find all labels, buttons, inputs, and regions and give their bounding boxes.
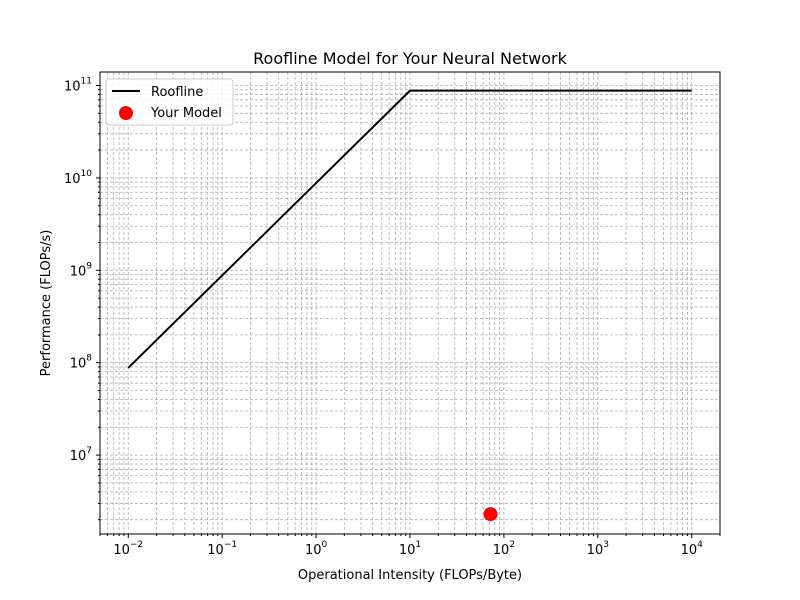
legend-roofline-label: Roofline (151, 85, 203, 100)
plot-frame (99, 71, 721, 535)
y-tick-label: 107 (70, 446, 92, 464)
legend: Roofline Your Model (105, 78, 234, 126)
y-tick-label: 109 (70, 261, 93, 279)
y-tick-label: 1010 (64, 169, 92, 187)
y-tick-label: 1011 (64, 77, 92, 95)
your-model-point (483, 507, 498, 522)
roofline-series-line (127, 89, 692, 369)
chart-title: Roofline Model for Your Neural Network (253, 49, 567, 68)
x-tick-label: 10−2 (113, 540, 143, 558)
legend-your-model-label: Your Model (150, 106, 222, 121)
axis-ticks: 10−2 10−1 100 101 102 103 104 107 108 109 1010 1011 (64, 77, 721, 558)
legend-your-model-swatch (119, 106, 133, 120)
y-tick-label: 108 (70, 354, 93, 372)
y-axis-label: Performance (FLOPs/s) (39, 230, 54, 377)
x-tick-label: 101 (399, 540, 421, 558)
x-axis-label: Operational Intensity (FLOPs/Byte) (298, 568, 522, 583)
x-tick-label: 100 (305, 540, 328, 558)
x-tick-label: 102 (493, 540, 515, 558)
series-layer (127, 89, 692, 522)
x-tick-label: 10−1 (207, 540, 237, 558)
x-tick-label: 103 (587, 540, 609, 558)
x-tick-label: 104 (681, 540, 704, 558)
